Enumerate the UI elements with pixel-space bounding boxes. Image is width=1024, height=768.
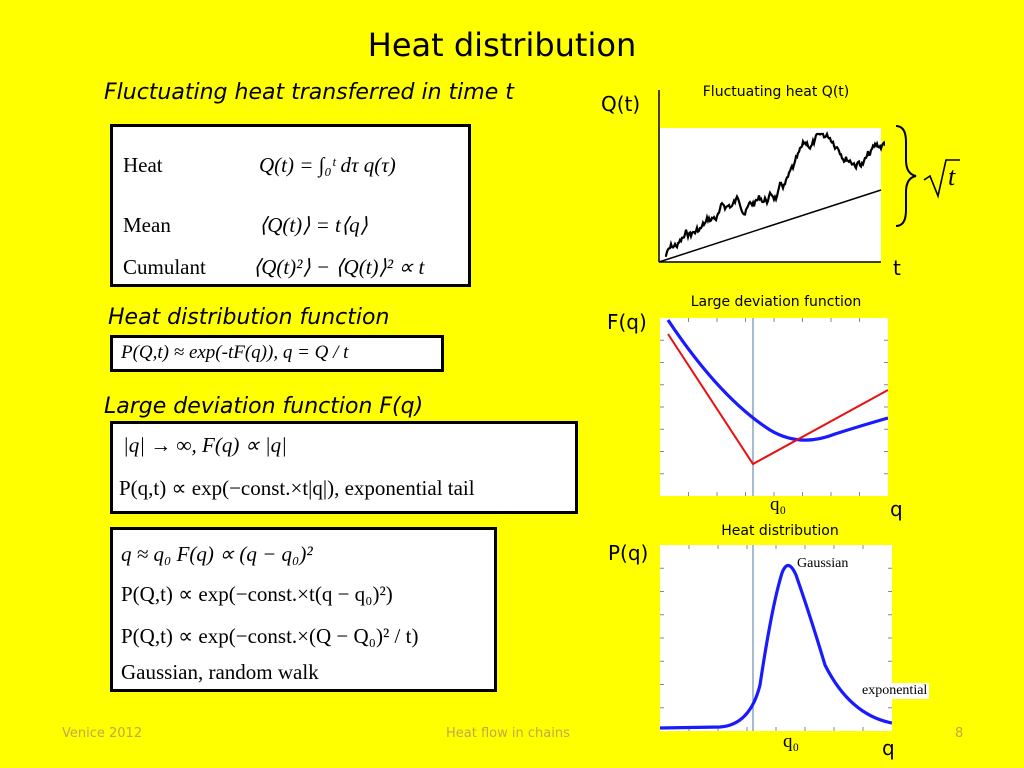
brace-icon — [895, 125, 917, 227]
plot-ldf-area — [660, 318, 888, 496]
footer-talk-title: Heat flow in chains — [446, 726, 570, 741]
large-deviation-box: |q| → ∞, F(q) ∝ |q| P(q,t) ∝ exp(−const.… — [110, 421, 578, 514]
slide-title: Heat distribution — [367, 26, 637, 64]
sqrt-icon — [923, 159, 960, 199]
plot-ldf-q0-label: q₀ — [770, 494, 787, 515]
plot-heat-mean-line — [658, 189, 882, 263]
plot-dist-exponential-label: exponential — [860, 683, 930, 699]
plot-heat-chart — [658, 90, 885, 263]
plot-dist-area — [660, 545, 892, 731]
plot-dist-ylabel: P(q) — [608, 541, 649, 565]
plot-dist-gaussian-label: Gaussian — [797, 556, 849, 571]
plot-heat-ylabel: Q(t) — [601, 92, 641, 116]
section-heading-large-deviation: Large deviation function F(q) — [104, 394, 424, 419]
heat-distribution-formula-box: P(Q,t) ≈ exp(-tF(q)), q = Q / t — [110, 335, 444, 372]
section-heading-heat-distribution-function: Heat distribution function — [108, 305, 390, 330]
formula-exponential-tail: P(q,t) ∝ exp(−const.×t|q|), exponential … — [119, 476, 475, 500]
gaussian-random-walk-text: Gaussian, random walk — [121, 660, 319, 684]
formula-cumulant: ⟨Q(t)²⟩ − ⟨Q(t)⟩² ∝ t — [253, 255, 425, 279]
plot-heat-random-walk — [664, 130, 885, 257]
formula-gaussian-q: P(Q,t) ∝ exp(−const.×t(q − q₀)²) — [121, 582, 393, 606]
formula-gaussian-Q: P(Q,t) ∝ exp(−const.×(Q − Q₀)² / t) — [121, 624, 419, 648]
footer-venue: Venice 2012 — [62, 726, 143, 741]
section-heading-fluctuating-heat: Fluctuating heat transferred in time t — [104, 80, 514, 105]
plot-dist-curve — [660, 563, 892, 730]
formula-mean: ⟨Q(t)⟩ = t⟨q⟩ — [259, 213, 368, 237]
heat-definitions-box: Heat Q(t) = ∫₀ᵗ dτ q(τ) Mean ⟨Q(t)⟩ = t⟨… — [110, 124, 471, 287]
row-label-mean: Mean — [123, 213, 171, 237]
formula-large-q: |q| → ∞, F(q) ∝ |q| — [123, 433, 287, 457]
plot-ldf-title: Large deviation function — [690, 294, 862, 310]
sqrt-t-variable: t — [948, 162, 956, 191]
plot-ldf-ylabel: F(q) — [607, 310, 647, 334]
plot-dist-title: Heat distribution — [721, 523, 839, 539]
plot-dist-chart — [660, 545, 892, 731]
plot-dist-q0-label: q₀ — [783, 731, 800, 752]
plot-dist-xlabel: q — [882, 736, 895, 760]
plot-ldf-chart — [660, 318, 888, 496]
plot-heat-xlabel: t — [893, 256, 901, 280]
row-label-heat: Heat — [123, 153, 163, 177]
footer-page-number: 8 — [955, 726, 964, 741]
gaussian-approx-box: q ≈ q₀ F(q) ∝ (q − q₀)² P(Q,t) ∝ exp(−co… — [110, 527, 497, 692]
formula-heat: Q(t) = ∫₀ᵗ dτ q(τ) — [259, 153, 396, 177]
row-label-cumulant: Cumulant — [123, 255, 206, 279]
formula-near-q0: q ≈ q₀ F(q) ∝ (q − q₀)² — [121, 542, 313, 566]
plot-ldf-red-curve — [667, 333, 888, 466]
formula-heat-distribution: P(Q,t) ≈ exp(-tF(q)), q = Q / t — [121, 342, 349, 363]
plot-heat-title: Fluctuating heat Q(t) — [702, 84, 850, 100]
sqrt-t-annotation — [895, 125, 960, 227]
plot-ldf-blue-curve — [666, 319, 888, 442]
plot-ldf-xlabel: q — [890, 497, 903, 521]
